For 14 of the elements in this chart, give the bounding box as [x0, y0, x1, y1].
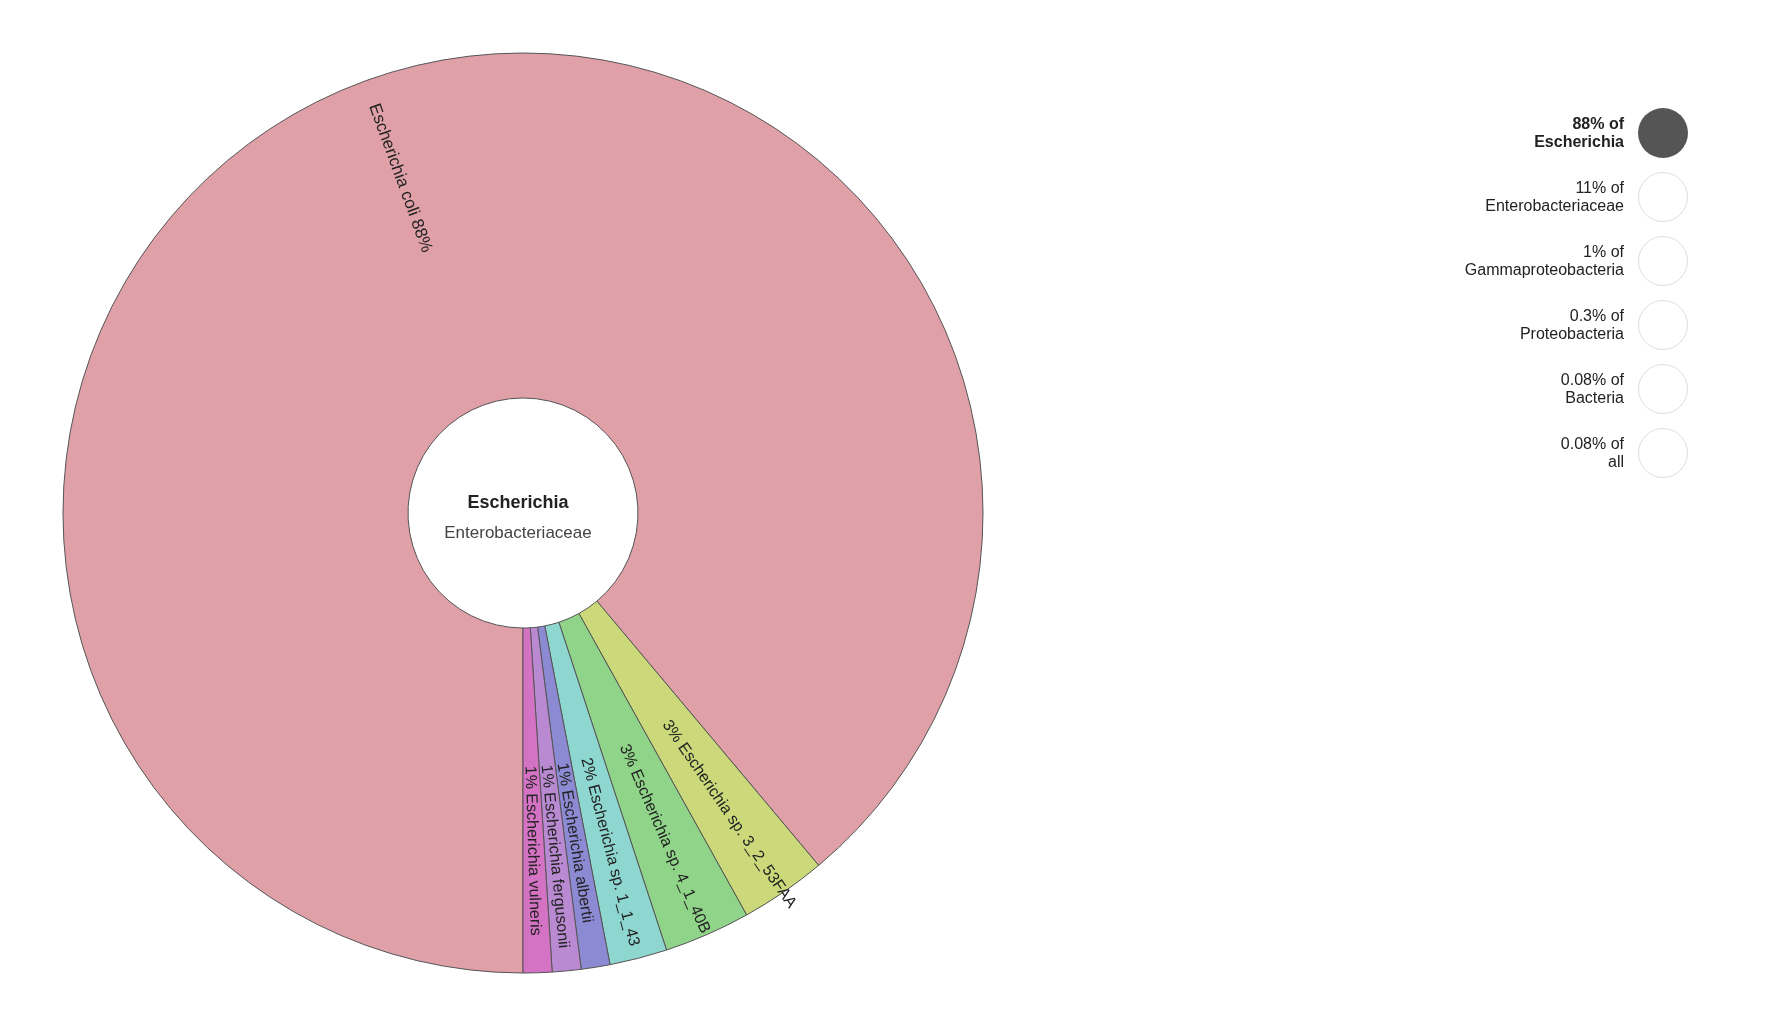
text: 11% of Enterobacteriaceae	[1485, 179, 1624, 215]
data-label: 88%	[407, 216, 437, 255]
data-label: 3%	[616, 741, 642, 770]
data-label: 1%	[522, 765, 541, 790]
text: 0.08% of all	[1560, 435, 1624, 471]
text: Enterobacteriaceae	[443, 523, 593, 543]
slice-label: Escherichia vulneris	[523, 793, 545, 936]
data-label: 2%	[578, 755, 601, 783]
text: 88% of Escherichia	[1534, 115, 1624, 151]
text: 0.08% of Bacteria	[1560, 371, 1624, 407]
text: 1% of Gammaproteobacteria	[1464, 243, 1624, 279]
text: 0.3% of Proteobacteria	[1519, 307, 1624, 343]
donut-slice	[62, 52, 984, 974]
text: Escherichia	[466, 492, 570, 513]
